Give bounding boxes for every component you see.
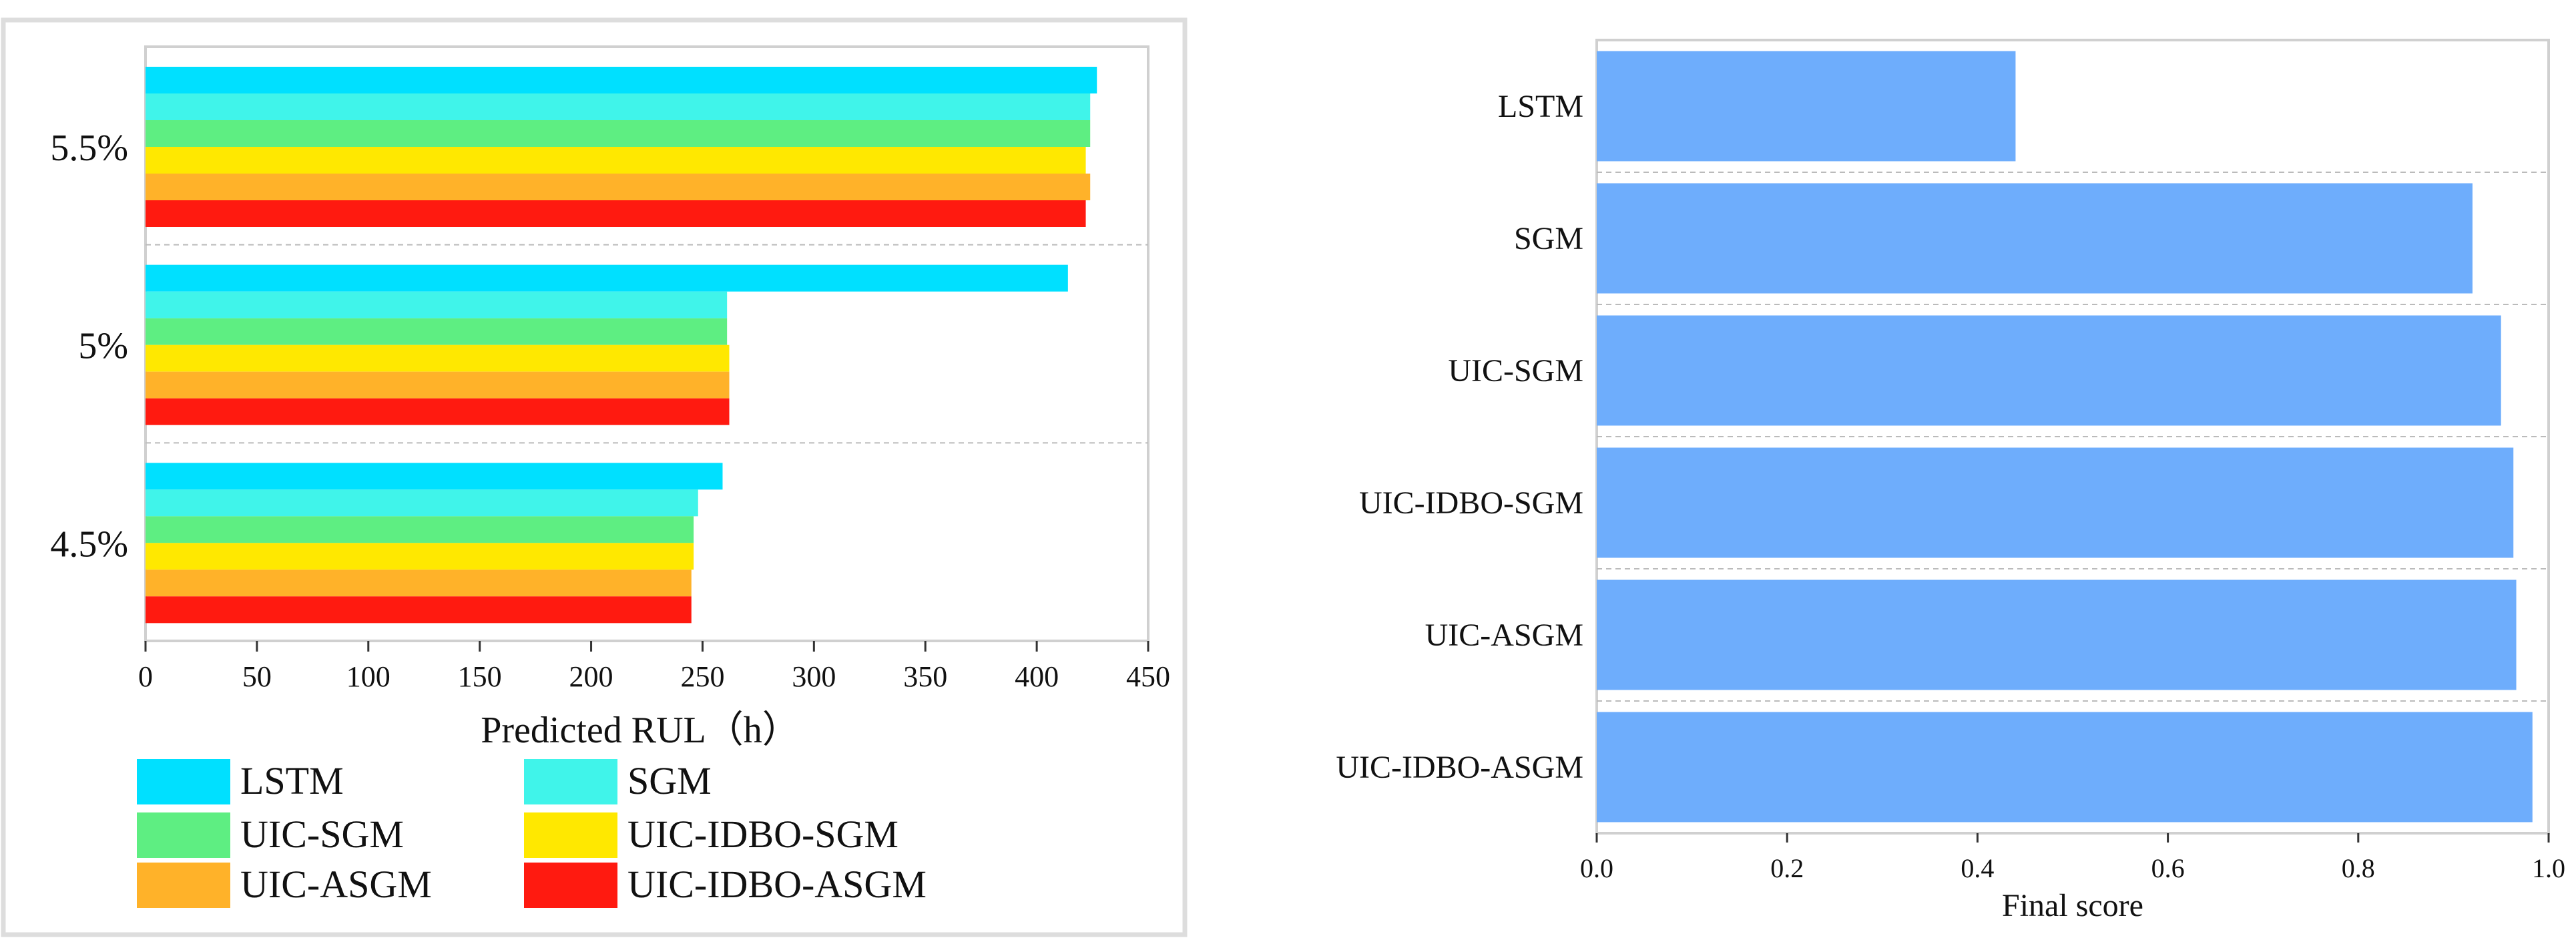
rul-bar-uic-sgm-1 [146,318,728,345]
rul-category-label: 5% [78,326,128,367]
score-x-tick-label: 0.0 [1580,853,1613,883]
legend-swatch-uic-sgm [137,812,230,858]
rul-x-tick-label: 50 [242,660,272,693]
rul-bar-uic-idbo-asgm-2 [146,596,692,624]
score-bar-uic-sgm [1597,315,2501,426]
score-category-label: LSTM [1498,89,1583,124]
rul-bar-uic-asgm-0 [146,174,1091,200]
rul-bar-lstm-0 [146,67,1097,93]
score-category-label: UIC-IDBO-ASGM [1336,750,1583,785]
legend-swatch-uic-idbo-sgm [524,812,617,858]
score-x-tick-label: 0.2 [1770,853,1804,883]
left-chart-frame [1,17,1188,937]
rul-category-label: 4.5% [50,523,128,565]
score-category-label: SGM [1514,221,1583,256]
legend-label: UIC-SGM [240,812,404,856]
score-category-label: UIC-IDBO-SGM [1359,485,1583,521]
rul-x-tick-label: 400 [1015,660,1059,693]
rul-category-label: 5.5% [50,128,128,169]
legend-label: UIC-ASGM [240,863,432,906]
rul-x-tick-label: 450 [1126,660,1170,693]
score-x-tick-label: 0.8 [2342,853,2375,883]
score-bar-uic-asgm [1597,579,2517,690]
score-x-tick-label: 0.4 [1961,853,1994,883]
score-x-tick-label: 0.6 [2151,853,2185,883]
score-bar-lstm [1597,51,2016,162]
rul-bar-lstm-2 [146,463,723,490]
legend-swatch-uic-idbo-asgm [524,863,617,908]
rul-x-tick-label: 250 [680,660,724,693]
rul-x-tick-label: 150 [458,660,502,693]
rul-x-tick-label: 300 [792,660,836,693]
rul-x-axis-title: Predicted RUL（h） [481,710,799,751]
legend-swatch-sgm [524,759,617,804]
rul-bar-uic-idbo-asgm-1 [146,398,730,425]
score-category-label: UIC-ASGM [1425,618,1583,653]
legend-label: UIC-IDBO-SGM [627,812,898,856]
legend-swatch-uic-asgm [137,863,230,908]
rul-x-tick-label: 0 [138,660,153,693]
score-bar-uic-idbo-sgm [1597,447,2514,558]
rul-bar-uic-asgm-2 [146,569,692,597]
score-x-tick-label: 1.0 [2532,853,2565,883]
score-bar-sgm [1597,183,2473,294]
rul-bar-uic-idbo-sgm-0 [146,147,1086,174]
rul-x-tick-label: 100 [346,660,391,693]
legend-label: SGM [627,759,712,802]
rul-chart: 5.5% 5% 4.5% 0 50 100 150 200 250 300 350 400 450 Pre… [50,45,1170,751]
score-chart: LSTM SGM UIC-SGM UIC-IDBO-SGM UIC-ASGM UIC-ID… [1336,39,2565,923]
score-x-axis-title: Final score [2002,888,2143,923]
legend-label: UIC-IDBO-ASGM [627,863,927,906]
legend-label: LSTM [240,759,344,802]
legend-swatch-lstm [137,759,230,804]
rul-bar-sgm-1 [146,291,728,318]
rul-bar-uic-idbo-asgm-0 [146,200,1086,227]
rul-bar-sgm-0 [146,93,1091,120]
rul-bar-uic-idbo-sgm-1 [146,344,730,372]
rul-bar-uic-sgm-0 [146,120,1091,147]
rul-bar-uic-asgm-1 [146,371,730,399]
rul-legend: LSTM SGM UIC-SGM UIC-IDBO-SGM UIC-ASGM UIC-ID… [137,759,927,908]
rul-x-tick-label: 350 [903,660,947,693]
rul-x-tick-label: 200 [569,660,613,693]
rul-bar-lstm-1 [146,264,1068,292]
score-category-label: UIC-SGM [1448,353,1583,389]
score-bar-uic-idbo-asgm [1597,712,2533,822]
rul-bar-uic-sgm-2 [146,516,694,543]
rul-bar-uic-idbo-sgm-2 [146,543,694,570]
rul-bar-sgm-2 [146,489,698,517]
